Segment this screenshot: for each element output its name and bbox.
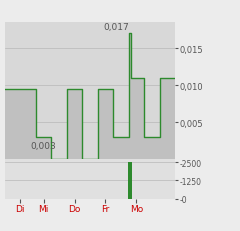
Bar: [128, 163, 132, 199]
Text: 0,003: 0,003: [31, 141, 56, 150]
Text: 0,017: 0,017: [103, 23, 129, 32]
